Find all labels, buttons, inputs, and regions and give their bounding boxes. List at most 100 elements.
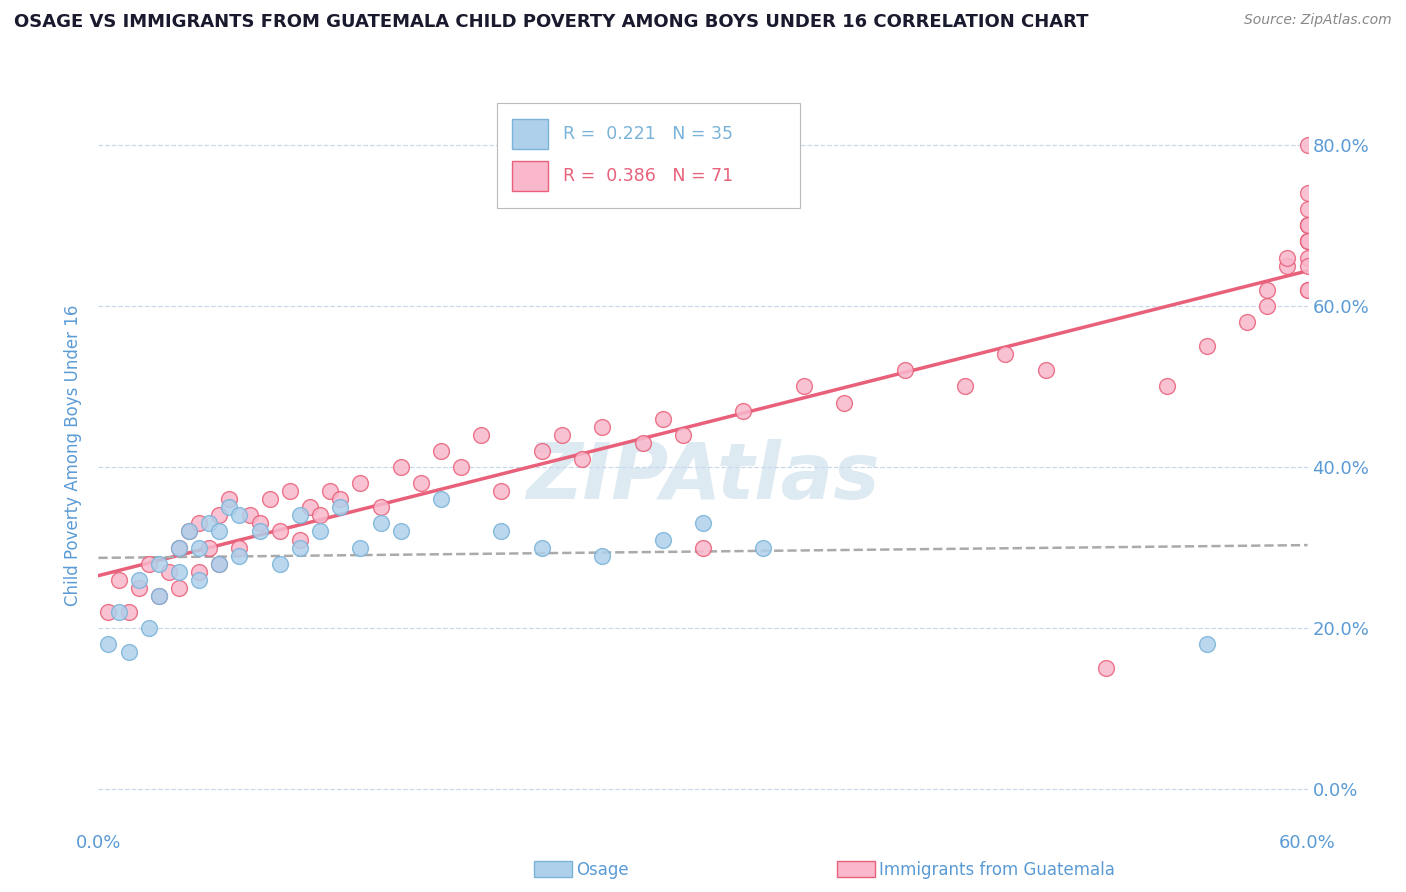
Point: [249, 516, 271, 531]
Point: [288, 508, 311, 523]
Point: [179, 524, 201, 539]
Text: Osage: Osage: [576, 861, 628, 879]
Point: [208, 524, 231, 539]
Point: [733, 403, 755, 417]
Point: [167, 565, 190, 579]
Point: [1236, 315, 1258, 329]
Point: [994, 347, 1017, 361]
Point: [953, 379, 976, 393]
Point: [167, 541, 190, 555]
Point: [1296, 283, 1319, 297]
Point: [1156, 379, 1178, 393]
Point: [491, 484, 513, 499]
Point: [1296, 202, 1319, 217]
Point: [188, 573, 211, 587]
Point: [228, 541, 250, 555]
Point: [198, 516, 221, 531]
Point: [591, 419, 613, 434]
Point: [218, 500, 240, 515]
Point: [329, 500, 352, 515]
Point: [288, 533, 311, 547]
Point: [97, 637, 120, 651]
Point: [188, 541, 211, 555]
Point: [1296, 283, 1319, 297]
Point: [672, 427, 695, 442]
Point: [167, 541, 190, 555]
Point: [157, 565, 180, 579]
Point: [309, 524, 332, 539]
Point: [208, 557, 231, 571]
Point: [1296, 219, 1319, 233]
Point: [551, 427, 574, 442]
Point: [1296, 219, 1319, 233]
Point: [249, 524, 271, 539]
Point: [228, 508, 250, 523]
Text: ZIPAtlas: ZIPAtlas: [526, 440, 880, 516]
Point: [349, 541, 371, 555]
Point: [188, 516, 211, 531]
Point: [1296, 219, 1319, 233]
Point: [138, 557, 160, 571]
Point: [491, 524, 513, 539]
Point: [269, 524, 291, 539]
Bar: [512, 120, 548, 149]
Point: [167, 581, 190, 595]
Point: [470, 427, 492, 442]
Point: [269, 557, 291, 571]
Point: [430, 443, 453, 458]
Point: [148, 557, 170, 571]
Bar: [512, 161, 548, 191]
Point: [288, 541, 311, 555]
Point: [1035, 363, 1057, 377]
Point: [389, 524, 412, 539]
Y-axis label: Child Poverty Among Boys Under 16: Child Poverty Among Boys Under 16: [65, 304, 83, 606]
Point: [1195, 637, 1218, 651]
Point: [389, 460, 412, 475]
Point: [752, 541, 775, 555]
Point: [591, 549, 613, 563]
Point: [239, 508, 262, 523]
Point: [1256, 283, 1278, 297]
Point: [893, 363, 915, 377]
Point: [370, 500, 392, 515]
Point: [530, 541, 553, 555]
Point: [651, 533, 673, 547]
Point: [188, 565, 211, 579]
Text: R =  0.386   N = 71: R = 0.386 N = 71: [562, 167, 733, 185]
Text: Source: ZipAtlas.com: Source: ZipAtlas.com: [1244, 13, 1392, 28]
Point: [148, 589, 170, 603]
Point: [208, 557, 231, 571]
Point: [118, 605, 141, 619]
Point: [692, 541, 714, 555]
Point: [651, 411, 673, 425]
Point: [1296, 235, 1319, 249]
Point: [218, 492, 240, 507]
Point: [1296, 186, 1319, 200]
Point: [832, 395, 855, 409]
Point: [208, 508, 231, 523]
Point: [692, 516, 714, 531]
Point: [450, 460, 472, 475]
Point: [1277, 259, 1299, 273]
Bar: [498, 103, 800, 208]
Point: [107, 573, 129, 587]
Point: [259, 492, 281, 507]
Point: [349, 476, 371, 491]
Point: [370, 516, 392, 531]
Point: [107, 605, 129, 619]
Point: [1195, 339, 1218, 353]
Point: [571, 452, 593, 467]
Point: [128, 573, 150, 587]
Point: [309, 508, 332, 523]
Text: R =  0.221   N = 35: R = 0.221 N = 35: [562, 126, 733, 144]
Point: [430, 492, 453, 507]
Point: [793, 379, 815, 393]
Point: [631, 435, 654, 450]
Point: [1095, 661, 1118, 675]
Point: [299, 500, 322, 515]
Point: [530, 443, 553, 458]
Point: [97, 605, 120, 619]
Point: [1296, 259, 1319, 273]
Point: [319, 484, 342, 499]
Point: [118, 645, 141, 659]
